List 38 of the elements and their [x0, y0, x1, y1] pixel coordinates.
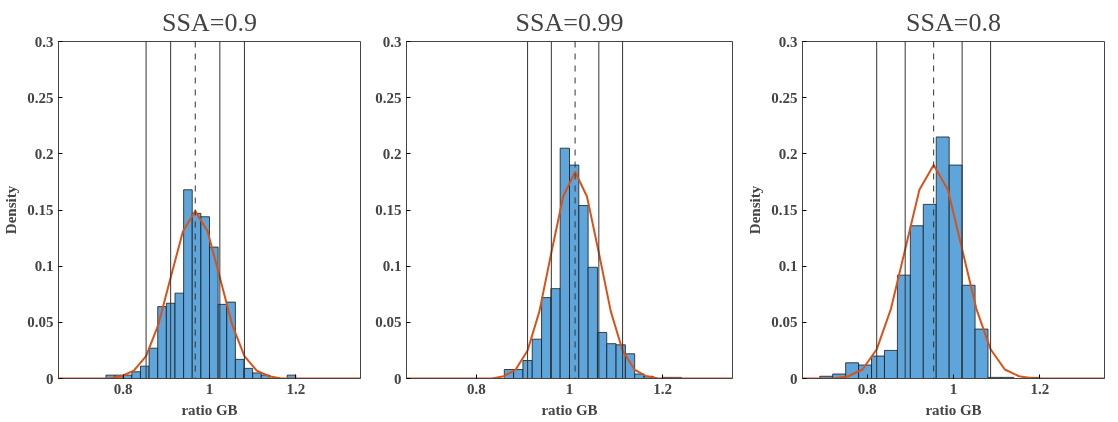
x-tick-label: 1.2: [653, 380, 673, 397]
chart-title: SSA=0.99: [515, 7, 624, 37]
x-tick-label: 1: [949, 380, 958, 397]
x-axis-title: ratio GB: [925, 401, 982, 418]
y-tick-label: 0: [790, 370, 798, 387]
x-tick-label: 0.8: [466, 380, 486, 397]
x-axis-title: ratio GB: [541, 401, 598, 418]
y-tick-label: 0.25: [27, 89, 54, 106]
x-tick-label: 1: [205, 380, 214, 397]
y-tick-label: 0.05: [771, 314, 798, 331]
x-tick-label: 1.2: [1030, 380, 1050, 397]
y-axis-title: Density: [3, 185, 20, 235]
y-tick-label: 0.2: [778, 145, 798, 162]
y-tick-label: 0.2: [34, 145, 54, 162]
y-tick-label: 0: [46, 370, 54, 387]
x-axis-title: ratio GB: [181, 401, 238, 418]
y-tick-label: 0.3: [382, 33, 402, 50]
y-tick-label: 0.3: [34, 33, 54, 50]
x-tick-label: 1: [565, 380, 574, 397]
y-tick-label: 0.25: [375, 89, 402, 106]
x-tick-label: 0.8: [857, 380, 877, 397]
y-tick-label: 0.25: [771, 89, 798, 106]
y-tick-label: 0.05: [27, 314, 54, 331]
y-tick-label: 0.2: [382, 145, 402, 162]
y-axis-title: Density: [747, 185, 764, 235]
chart-title: SSA=0.8: [906, 7, 1001, 37]
y-tick-label: 0.15: [771, 202, 798, 218]
y-tick-label: 0.3: [778, 33, 798, 50]
y-tick-label: 0.1: [382, 258, 402, 275]
y-tick-label: 0.1: [778, 258, 798, 275]
x-tick-label: 0.8: [113, 380, 133, 397]
x-tick-label: 1.2: [286, 380, 306, 397]
chart-title: SSA=0.9: [162, 7, 257, 37]
y-tick-label: 0: [394, 370, 402, 387]
y-tick-label: 0.05: [375, 314, 402, 331]
y-tick-label: 0.1: [34, 258, 54, 275]
y-tick-label: 0.15: [375, 202, 402, 218]
y-tick-label: 0.15: [27, 202, 54, 218]
